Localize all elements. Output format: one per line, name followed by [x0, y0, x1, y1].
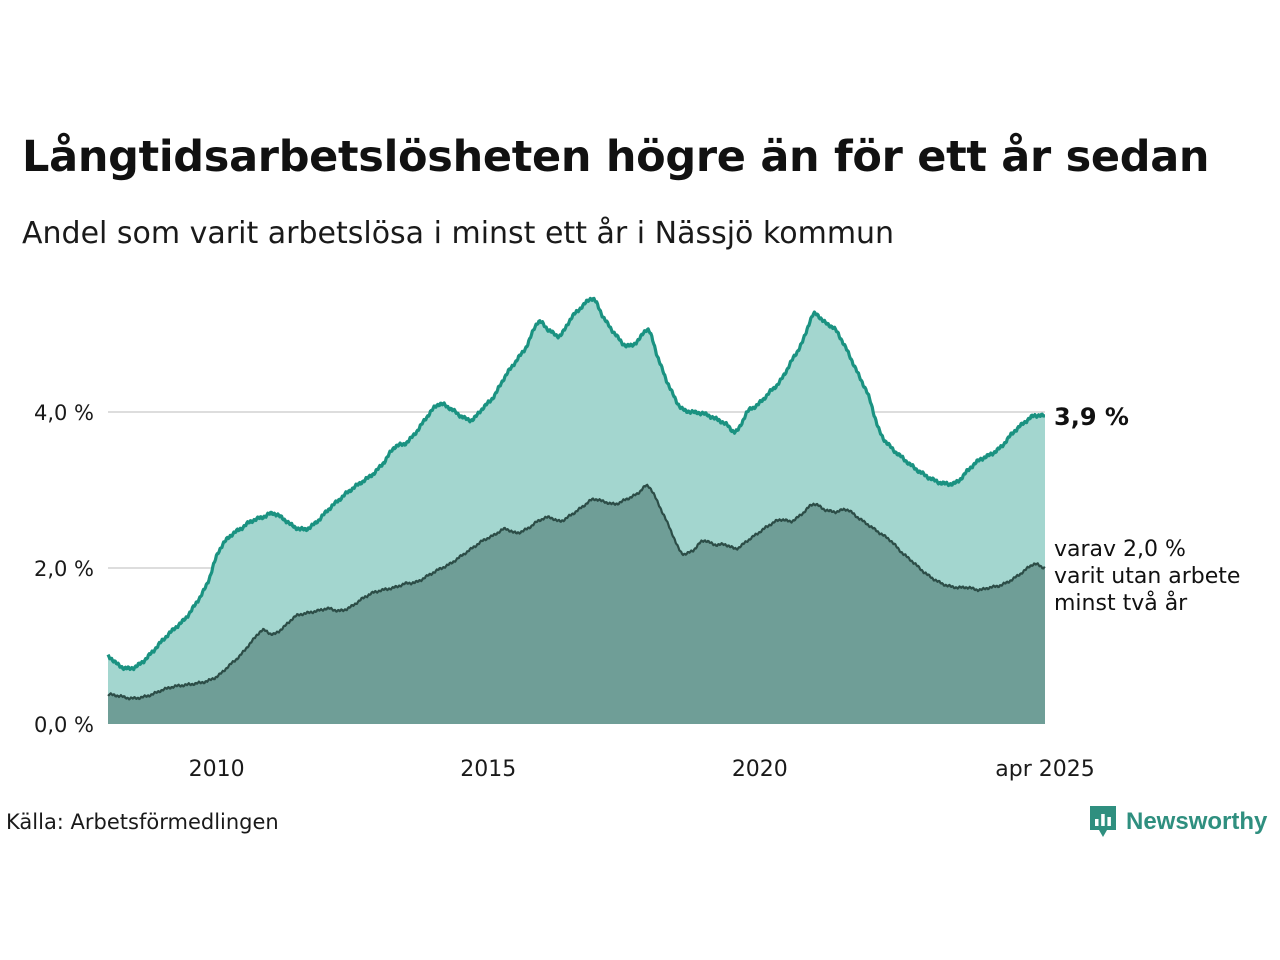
- newsworthy-logo-icon: [1090, 806, 1116, 837]
- axis-layer: 0,0 % 2,0 % 4,0 % 2010 2015 2020 apr 2025: [34, 401, 1095, 782]
- newsworthy-logo-text: Newsworthy: [1126, 808, 1268, 835]
- x-tick-label: 2015: [460, 757, 516, 782]
- x-tick-label: 2020: [732, 757, 788, 782]
- series1-end-label: 3,9 %: [1054, 403, 1129, 431]
- y-tick-label: 4,0 %: [34, 401, 94, 425]
- chart-subtitle: Andel som varit arbetslösa i minst ett å…: [22, 216, 895, 251]
- area-layer: [106, 296, 1046, 724]
- series2-end-label-line: minst två år: [1054, 590, 1188, 616]
- x-tick-label: apr 2025: [995, 757, 1094, 782]
- series2-line: [107, 483, 1046, 701]
- series2-end-label-line: varit utan arbete: [1054, 564, 1240, 589]
- source-note: Källa: Arbetsförmedlingen: [6, 810, 279, 834]
- chart-title: Långtidsarbetslösheten högre än för ett …: [22, 132, 1210, 182]
- series2-end-label-line: varav 2,0 %: [1054, 537, 1186, 562]
- x-tick-label: 2010: [189, 757, 245, 782]
- series1-line: [106, 296, 1046, 672]
- newsworthy-logo[interactable]: Newsworthy: [1088, 804, 1267, 840]
- series2-area: [108, 484, 1045, 724]
- y-tick-label: 0,0 %: [34, 713, 94, 737]
- y-tick-label: 2,0 %: [34, 557, 94, 581]
